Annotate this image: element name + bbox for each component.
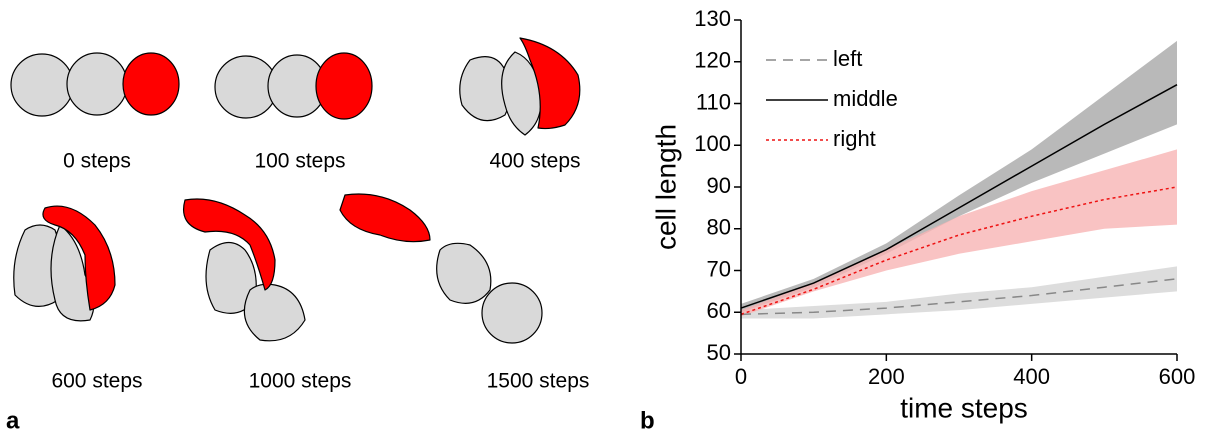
legend-label: left <box>833 46 862 71</box>
caption: 1000 steps <box>249 370 352 393</box>
y-tick-label: 120 <box>694 48 731 73</box>
y-tick-label: 110 <box>696 89 731 114</box>
y-tick-label: 80 <box>707 215 731 240</box>
panel-label: b <box>640 407 655 434</box>
legend-label: middle <box>833 86 898 111</box>
cell <box>339 193 431 243</box>
band <box>741 266 1177 319</box>
y-tick-label: 100 <box>694 131 731 156</box>
line <box>740 84 1178 309</box>
y-tick-label: 130 <box>694 6 731 31</box>
x-tick-label: 0 <box>735 364 747 389</box>
cell <box>481 282 543 344</box>
panel-label: a <box>6 407 20 434</box>
cell-shapes <box>10 37 581 344</box>
cell <box>436 242 492 304</box>
x-tick-label: 400 <box>1013 364 1050 389</box>
caption: 1500 steps <box>487 370 590 393</box>
y-axis-label: cell length <box>650 124 681 250</box>
x-axis-label: time steps <box>900 392 1028 423</box>
cell <box>42 205 116 311</box>
x-tick-label: 600 <box>1159 364 1196 389</box>
y-tick-label: 90 <box>707 173 731 198</box>
y-tick-label: 70 <box>707 256 731 281</box>
cell <box>519 37 581 130</box>
cell <box>122 52 180 116</box>
caption: 0 steps <box>63 150 131 173</box>
y-tick-label: 60 <box>707 298 731 323</box>
cell <box>315 52 373 120</box>
x-tick-label: 200 <box>868 364 905 389</box>
plot: 50 60 70 80 90 100 110 120 130 0 200 400 600 left midd… <box>694 6 1195 389</box>
line <box>740 278 1178 316</box>
cell <box>50 224 95 322</box>
caption: 100 steps <box>254 150 345 173</box>
y-tick-label: 50 <box>707 340 731 365</box>
legend-label: right <box>833 126 876 151</box>
cell <box>183 198 276 291</box>
cell <box>66 52 128 116</box>
cell <box>243 283 306 342</box>
cell <box>10 53 74 117</box>
caption: 600 steps <box>51 370 142 393</box>
cell <box>459 56 511 122</box>
caption: 400 steps <box>489 150 580 173</box>
